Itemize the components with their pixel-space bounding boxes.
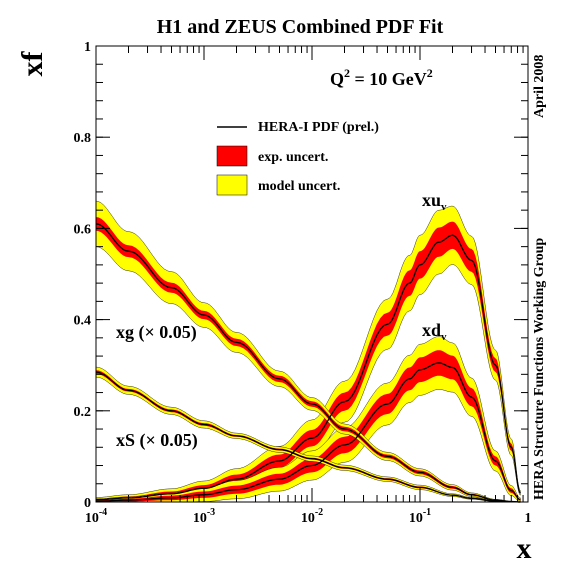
- y-tick-label: 0: [84, 496, 91, 511]
- x-tick-label: 10-4: [85, 507, 107, 526]
- line-xs: [95, 371, 521, 503]
- y-tick-label: 0.8: [74, 131, 92, 146]
- side-label-date: April 2008: [532, 55, 547, 118]
- line-xuv: [96, 234, 521, 501]
- legend-model-swatch: [216, 174, 248, 196]
- y-tick-label: 0.4: [74, 314, 92, 329]
- q2-label: Q2 = 10 GeV2: [330, 66, 433, 89]
- label-xuv: xuv: [422, 190, 447, 213]
- y-axis: 0 0.2 0.4 0.6 0.8 1: [74, 40, 528, 511]
- x-tick-label: 1: [525, 511, 532, 526]
- legend-label-exp: exp. uncert.: [258, 150, 328, 165]
- exp-band-xdv: [96, 350, 521, 502]
- x-axis: 10-4 10-3 10-2 10-1 1: [85, 46, 532, 526]
- central-lines: [95, 223, 521, 503]
- y-tick-label: 1: [84, 40, 91, 55]
- legend-label-model: model uncert.: [258, 179, 340, 194]
- legend: HERA-I PDF (prel.) exp. uncert. model un…: [216, 120, 379, 196]
- y-axis-title: xf: [16, 51, 49, 77]
- line-xg: [95, 223, 521, 503]
- label-xdv: xdv: [422, 320, 447, 343]
- x-axis-title: x: [517, 532, 532, 565]
- x-tick-label: 10-3: [193, 507, 215, 526]
- x-tick-label: 10-2: [301, 507, 323, 526]
- legend-label-central: HERA-I PDF (prel.): [258, 120, 379, 135]
- y-tick-label: 0.2: [74, 405, 92, 420]
- side-label-group: HERA Structure Functions Working Group: [532, 238, 547, 500]
- label-xs: xS (× 0.05): [116, 430, 198, 451]
- x-tick-label: 10-1: [409, 507, 431, 526]
- chart-title: H1 and ZEUS Combined PDF Fit: [157, 16, 444, 38]
- label-xg: xg (× 0.05): [116, 322, 197, 343]
- exp-band-xuv: [96, 221, 521, 501]
- legend-exp-swatch: [216, 145, 248, 167]
- y-tick-label: 0.6: [74, 222, 92, 237]
